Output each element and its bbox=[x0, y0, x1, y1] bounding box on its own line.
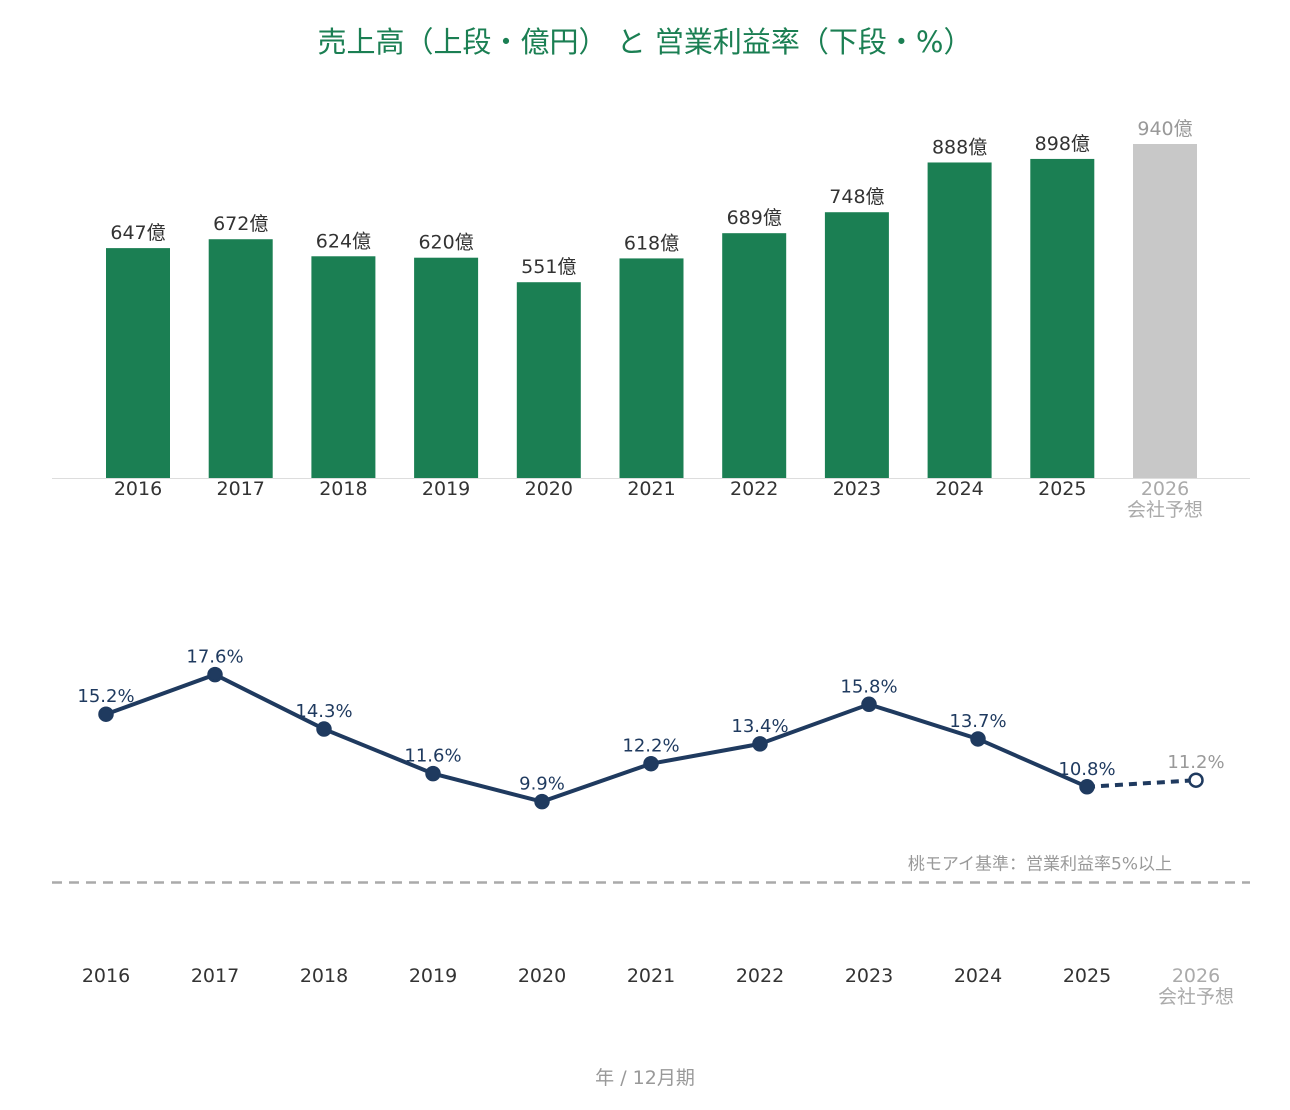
x-tick-label: 2026 bbox=[1172, 965, 1220, 987]
bar bbox=[619, 258, 684, 478]
point bbox=[316, 721, 332, 737]
bar bbox=[824, 212, 889, 478]
value-label: 17.6% bbox=[186, 647, 243, 668]
point bbox=[425, 765, 441, 782]
value-label: 9.9% bbox=[519, 774, 565, 795]
x-tick-label: 2025 bbox=[1063, 965, 1111, 987]
x-tick-label: 2017 bbox=[191, 965, 239, 987]
value-label: 11.2% bbox=[1167, 752, 1224, 773]
forecast-note: 会社予想 bbox=[1158, 986, 1234, 1008]
x-tick-label: 2024 bbox=[954, 965, 1002, 987]
x-tick-label: 2022 bbox=[736, 965, 784, 987]
point bbox=[861, 696, 877, 713]
bar bbox=[722, 233, 787, 478]
chart-title: 売上高（上段・億円） と 営業利益率（下段・%） bbox=[318, 25, 973, 59]
bar bbox=[414, 257, 479, 478]
value-label: 888億 bbox=[932, 136, 987, 158]
value-label: 11.6% bbox=[404, 746, 461, 767]
x-tick-label: 2019 bbox=[422, 478, 470, 500]
value-label: 15.2% bbox=[77, 686, 134, 707]
point bbox=[643, 755, 659, 772]
bar bbox=[516, 282, 581, 478]
value-label: 15.8% bbox=[840, 676, 897, 697]
bar bbox=[1133, 144, 1197, 478]
reference-label: 桃モアイ基準：営業利益率5%以上 bbox=[908, 855, 1172, 875]
x-tick-label: 2026 bbox=[1141, 478, 1189, 500]
value-label: 14.3% bbox=[295, 701, 352, 722]
value-label: 748億 bbox=[829, 186, 884, 208]
value-label: 13.4% bbox=[731, 716, 788, 737]
x-tick-label: 2023 bbox=[833, 478, 881, 500]
value-label: 647億 bbox=[110, 222, 165, 244]
x-tick-label: 2025 bbox=[1038, 478, 1086, 500]
value-label: 618億 bbox=[624, 232, 679, 254]
bar bbox=[311, 256, 376, 478]
value-label: 620億 bbox=[418, 232, 473, 254]
bar bbox=[106, 248, 170, 478]
x-tick-label: 2022 bbox=[730, 478, 778, 500]
point bbox=[1188, 772, 1204, 788]
value-label: 940億 bbox=[1137, 118, 1192, 140]
value-label: 12.2% bbox=[622, 736, 679, 757]
x-tick-label: 2021 bbox=[627, 478, 675, 500]
value-label: 898億 bbox=[1035, 133, 1090, 155]
x-tick-label: 2019 bbox=[409, 965, 457, 987]
point bbox=[98, 706, 114, 722]
point bbox=[752, 736, 768, 752]
value-label: 624億 bbox=[316, 230, 371, 252]
bar bbox=[1030, 158, 1095, 478]
x-axis-label: 年 / 12月期 bbox=[595, 1067, 695, 1089]
x-tick-label: 2018 bbox=[300, 965, 348, 987]
line bbox=[105, 672, 1088, 804]
point bbox=[970, 731, 986, 747]
x-tick-label: 2020 bbox=[518, 965, 566, 987]
point bbox=[207, 666, 223, 683]
value-label: 13.7% bbox=[949, 711, 1006, 732]
x-tick-label: 2023 bbox=[845, 965, 893, 987]
x-tick-label: 2024 bbox=[935, 478, 983, 500]
x-tick-label: 2016 bbox=[114, 478, 162, 500]
value-label: 551億 bbox=[521, 256, 576, 278]
value-label: 689億 bbox=[727, 207, 782, 229]
x-tick-label: 2018 bbox=[319, 478, 367, 500]
bar bbox=[927, 162, 992, 478]
bar bbox=[208, 239, 273, 478]
value-label: 672億 bbox=[213, 213, 268, 235]
x-tick-label: 2016 bbox=[82, 965, 130, 987]
x-tick-label: 2020 bbox=[525, 478, 573, 500]
forecast-line bbox=[1086, 778, 1197, 789]
point bbox=[1079, 779, 1095, 795]
x-tick-label: 2017 bbox=[217, 478, 265, 500]
point bbox=[534, 793, 550, 810]
forecast-note: 会社予想 bbox=[1127, 499, 1203, 521]
value-label: 10.8% bbox=[1058, 759, 1115, 780]
x-tick-label: 2021 bbox=[627, 965, 675, 987]
